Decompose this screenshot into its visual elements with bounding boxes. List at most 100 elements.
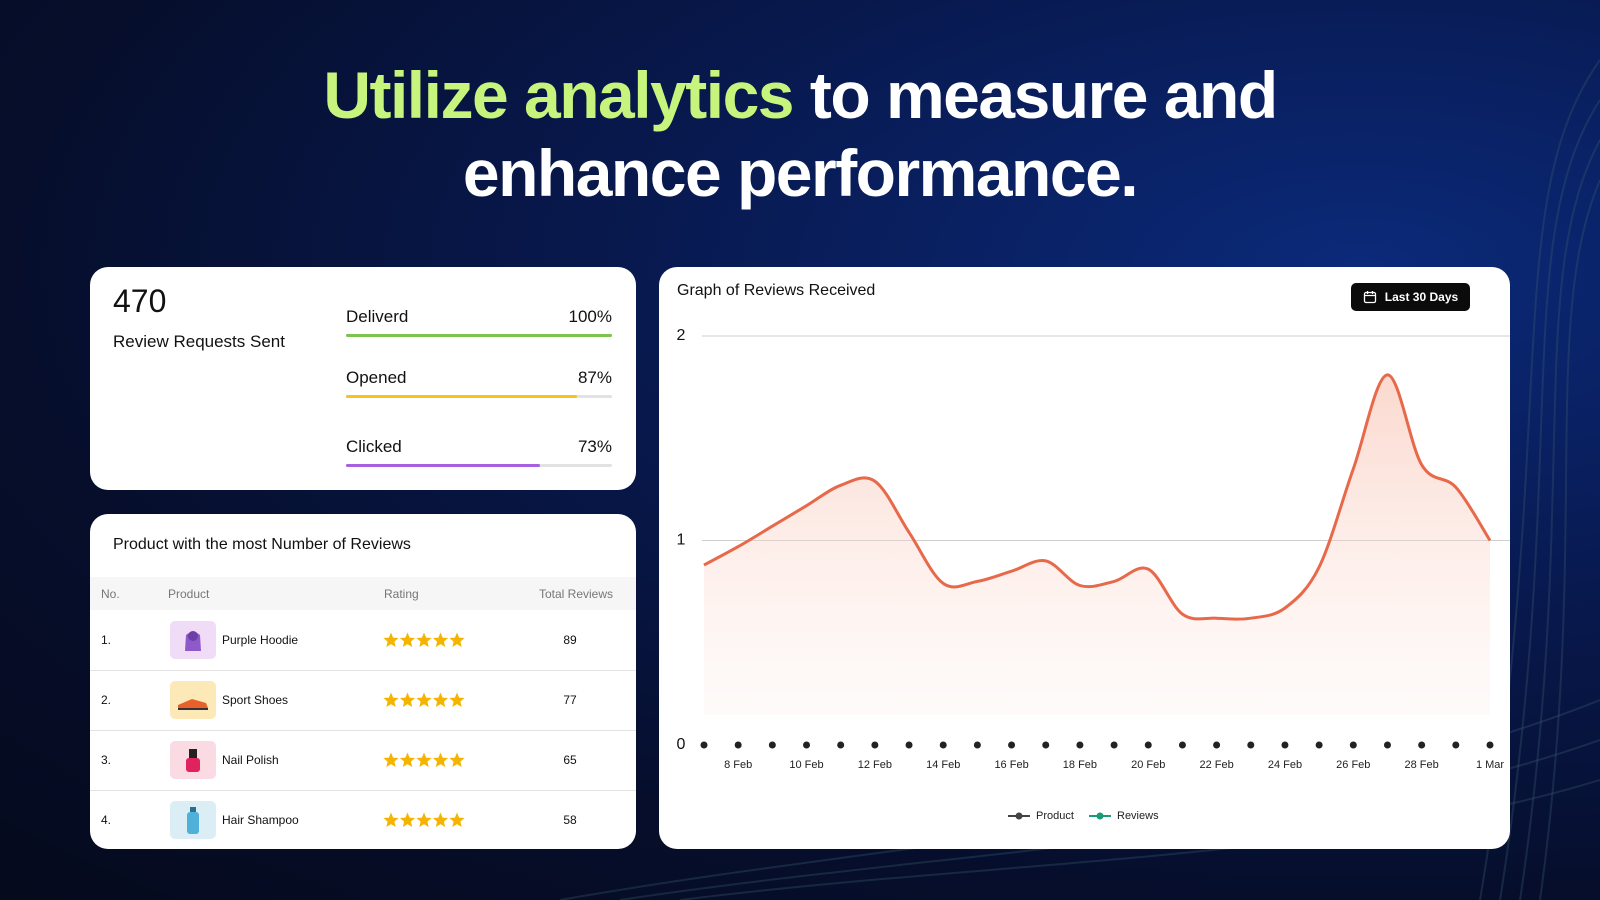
x-tick-label: 8 Feb <box>724 759 752 771</box>
total-reviews: 65 <box>563 753 577 767</box>
product-point <box>837 741 845 749</box>
column-header: No. <box>101 587 120 601</box>
product-thumbnail <box>170 621 216 659</box>
star <box>383 692 399 707</box>
calendar-icon <box>1363 291 1376 304</box>
metric-label: Clicked <box>346 437 402 456</box>
y-tick-label: 1 <box>677 532 686 549</box>
column-header: Rating <box>384 587 419 601</box>
total-reviews: 89 <box>563 633 577 647</box>
row-number: 3. <box>101 753 112 767</box>
metric-value: 73% <box>577 437 612 456</box>
product-icon <box>186 749 200 772</box>
date-filter-button[interactable]: Last 30 Days <box>1351 283 1470 311</box>
headline-line-2: enhance performance. <box>462 136 1139 210</box>
metric-bar <box>346 395 578 398</box>
product-point <box>700 741 708 749</box>
total-label: Review Requests Sent <box>113 332 285 351</box>
product-name: Sport Shoes <box>222 693 289 707</box>
row-number: 2. <box>101 693 112 707</box>
product-point <box>803 741 811 749</box>
legend-dot <box>1015 812 1023 820</box>
table-title: Product with the most Number of Reviews <box>113 536 411 553</box>
row-divider <box>90 790 636 791</box>
star <box>399 692 416 707</box>
table-card: Product with the most Number of Reviews … <box>90 514 636 849</box>
star <box>416 752 432 767</box>
star <box>416 812 432 827</box>
product-point <box>939 741 947 749</box>
star <box>416 632 432 647</box>
stars <box>383 692 465 707</box>
x-tick-label: 26 Feb <box>1336 759 1370 771</box>
total-reviews: 58 <box>563 813 577 827</box>
x-tick-label: 28 Feb <box>1405 759 1439 771</box>
x-tick-label: 1 Mar <box>1476 759 1504 771</box>
stars <box>383 752 465 767</box>
star <box>449 632 465 647</box>
star <box>449 752 465 767</box>
product-point <box>973 741 981 749</box>
product-point <box>1076 741 1084 749</box>
product-icon <box>187 807 199 834</box>
headline-text: to measure and <box>809 58 1278 132</box>
row-number: 1. <box>101 633 112 647</box>
x-tick-label: 12 Feb <box>858 759 892 771</box>
star <box>383 752 399 767</box>
legend-dot <box>1096 812 1104 820</box>
product-point <box>1042 741 1050 749</box>
product-point <box>1349 741 1357 749</box>
product-point <box>1418 741 1426 749</box>
x-tick-label: 14 Feb <box>926 759 960 771</box>
total-sent: 470 <box>113 283 167 319</box>
stats-card: 470 Review Requests Sent Deliverd 100% Ope… <box>90 267 636 490</box>
x-tick-label: 16 Feb <box>994 759 1028 771</box>
y-tick-label: 2 <box>677 327 686 344</box>
product-point <box>734 741 742 749</box>
product-name: Hair Shampoo <box>222 813 299 827</box>
y-tick-label: 0 <box>677 736 686 753</box>
stars <box>383 632 465 647</box>
star <box>399 752 416 767</box>
star <box>432 812 449 827</box>
metric-value: 100% <box>568 307 612 326</box>
product-point <box>1452 741 1460 749</box>
stars <box>383 812 465 827</box>
chart-title: Graph of Reviews Received <box>677 282 875 299</box>
product-point <box>1144 741 1152 749</box>
product-point <box>1213 741 1221 749</box>
product-point <box>1008 741 1016 749</box>
star <box>449 692 465 707</box>
product-icon <box>178 699 208 710</box>
star <box>399 812 416 827</box>
star <box>432 632 449 647</box>
x-tick-label: 20 Feb <box>1131 759 1165 771</box>
x-tick-label: 10 Feb <box>789 759 823 771</box>
headline-highlight: Utilize analytics <box>323 58 794 132</box>
product-point <box>1315 741 1323 749</box>
metric-label: Opened <box>346 368 407 387</box>
product-point <box>1110 741 1118 749</box>
metric-bar <box>346 334 612 337</box>
star <box>383 812 399 827</box>
star <box>432 752 449 767</box>
star <box>449 812 465 827</box>
product-point <box>1486 741 1494 749</box>
star <box>399 632 416 647</box>
star <box>383 632 399 647</box>
rating-stars <box>383 812 465 827</box>
star <box>416 692 432 707</box>
product-thumbnail <box>170 801 216 839</box>
headline-line-1: Utilize analytics to measure and <box>0 56 1600 134</box>
chart-card: Last 30 Days Graph of Reviews Received 0… <box>659 267 1510 849</box>
row-number: 4. <box>101 813 112 827</box>
headline: Utilize analytics to measure and enhance… <box>0 56 1600 212</box>
column-header: Product <box>168 587 210 601</box>
product-name: Purple Hoodie <box>222 633 299 647</box>
x-tick-label: 18 Feb <box>1063 759 1097 771</box>
legend-label: Product <box>1036 810 1074 822</box>
metric-value: 87% <box>577 368 612 387</box>
product-thumbnail <box>170 741 216 779</box>
